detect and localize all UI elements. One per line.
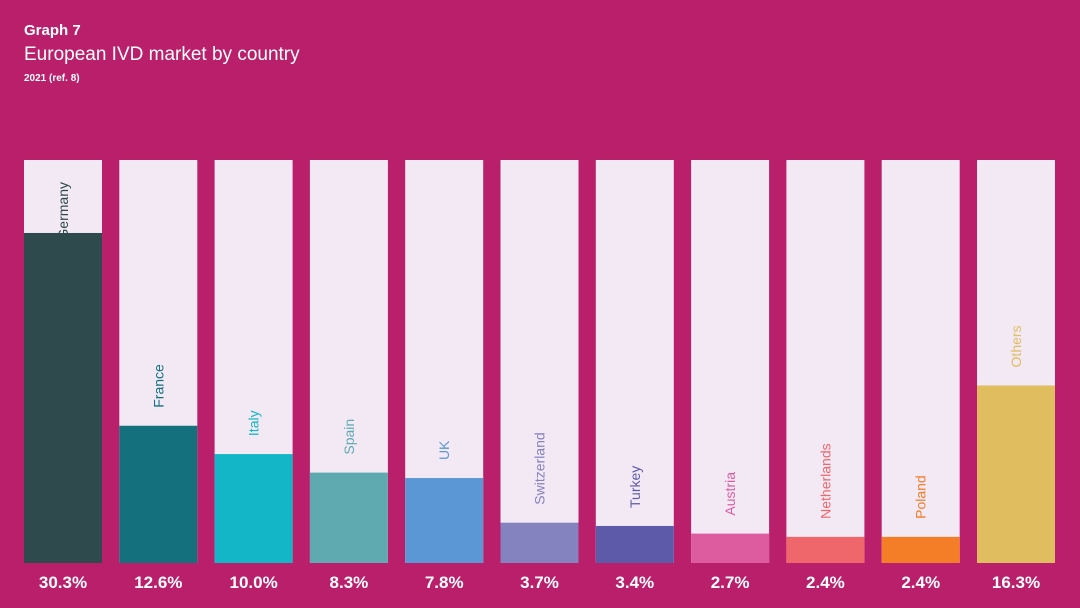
value-label: 3.4% [615,573,654,592]
bar-track [786,160,865,563]
bar [214,454,293,563]
chart-title: European IVD market by country [24,44,300,65]
category-label: Turkey [627,466,643,508]
bar [881,536,960,563]
category-label: Netherlands [817,443,833,519]
value-label: 12.6% [134,573,182,592]
bar-group: Poland 2.4% [881,160,960,592]
category-label: Others [1008,325,1024,367]
value-label: 2.7% [711,573,750,592]
category-label: France [150,364,166,408]
graph-number: Graph 7 [24,22,81,39]
bar-group: Austria 2.7% [691,160,770,592]
bar [500,522,579,563]
bar-track [595,160,674,563]
category-label: Poland [913,475,929,519]
bar-track [500,160,579,563]
value-label: 2.4% [806,573,845,592]
bar-group: Spain 8.3% [309,160,388,592]
category-label: Italy [246,410,262,436]
category-label: Austria [722,472,738,516]
bar [119,425,198,563]
chart-subtitle: 2021 (ref. 8) [24,73,80,84]
bar [24,232,102,563]
chart-header: Graph 7 European IVD market by country 2… [24,22,300,86]
value-label: 3.7% [520,573,559,592]
value-label: 8.3% [330,573,369,592]
category-label: Switzerland [532,432,548,504]
bar [786,536,865,563]
bar-group: Italy 10.0% [214,160,293,592]
bar-group: Turkey 3.4% [595,160,674,592]
bar [977,385,1055,563]
bar-group: Switzerland 3.7% [500,160,579,592]
value-label: 7.8% [425,573,464,592]
category-label: UK [436,440,452,460]
value-label: 10.0% [229,573,277,592]
value-label: 30.3% [39,573,87,592]
bar-group: Others 16.3% [977,160,1055,592]
value-label: 16.3% [992,573,1040,592]
bar-group: Netherlands 2.4% [786,160,865,592]
bar-track [881,160,960,563]
bar-track [691,160,770,563]
bar [309,472,388,563]
value-label: 2.4% [901,573,940,592]
category-label: Spain [341,419,357,455]
bar [691,533,770,563]
bar-group: Germany 30.3% [24,160,102,592]
bar-group: France 12.6% [119,160,198,592]
bar-group: UK 7.8% [405,160,484,592]
bar [595,525,674,563]
bar [405,478,484,563]
category-label: Germany [55,182,71,240]
